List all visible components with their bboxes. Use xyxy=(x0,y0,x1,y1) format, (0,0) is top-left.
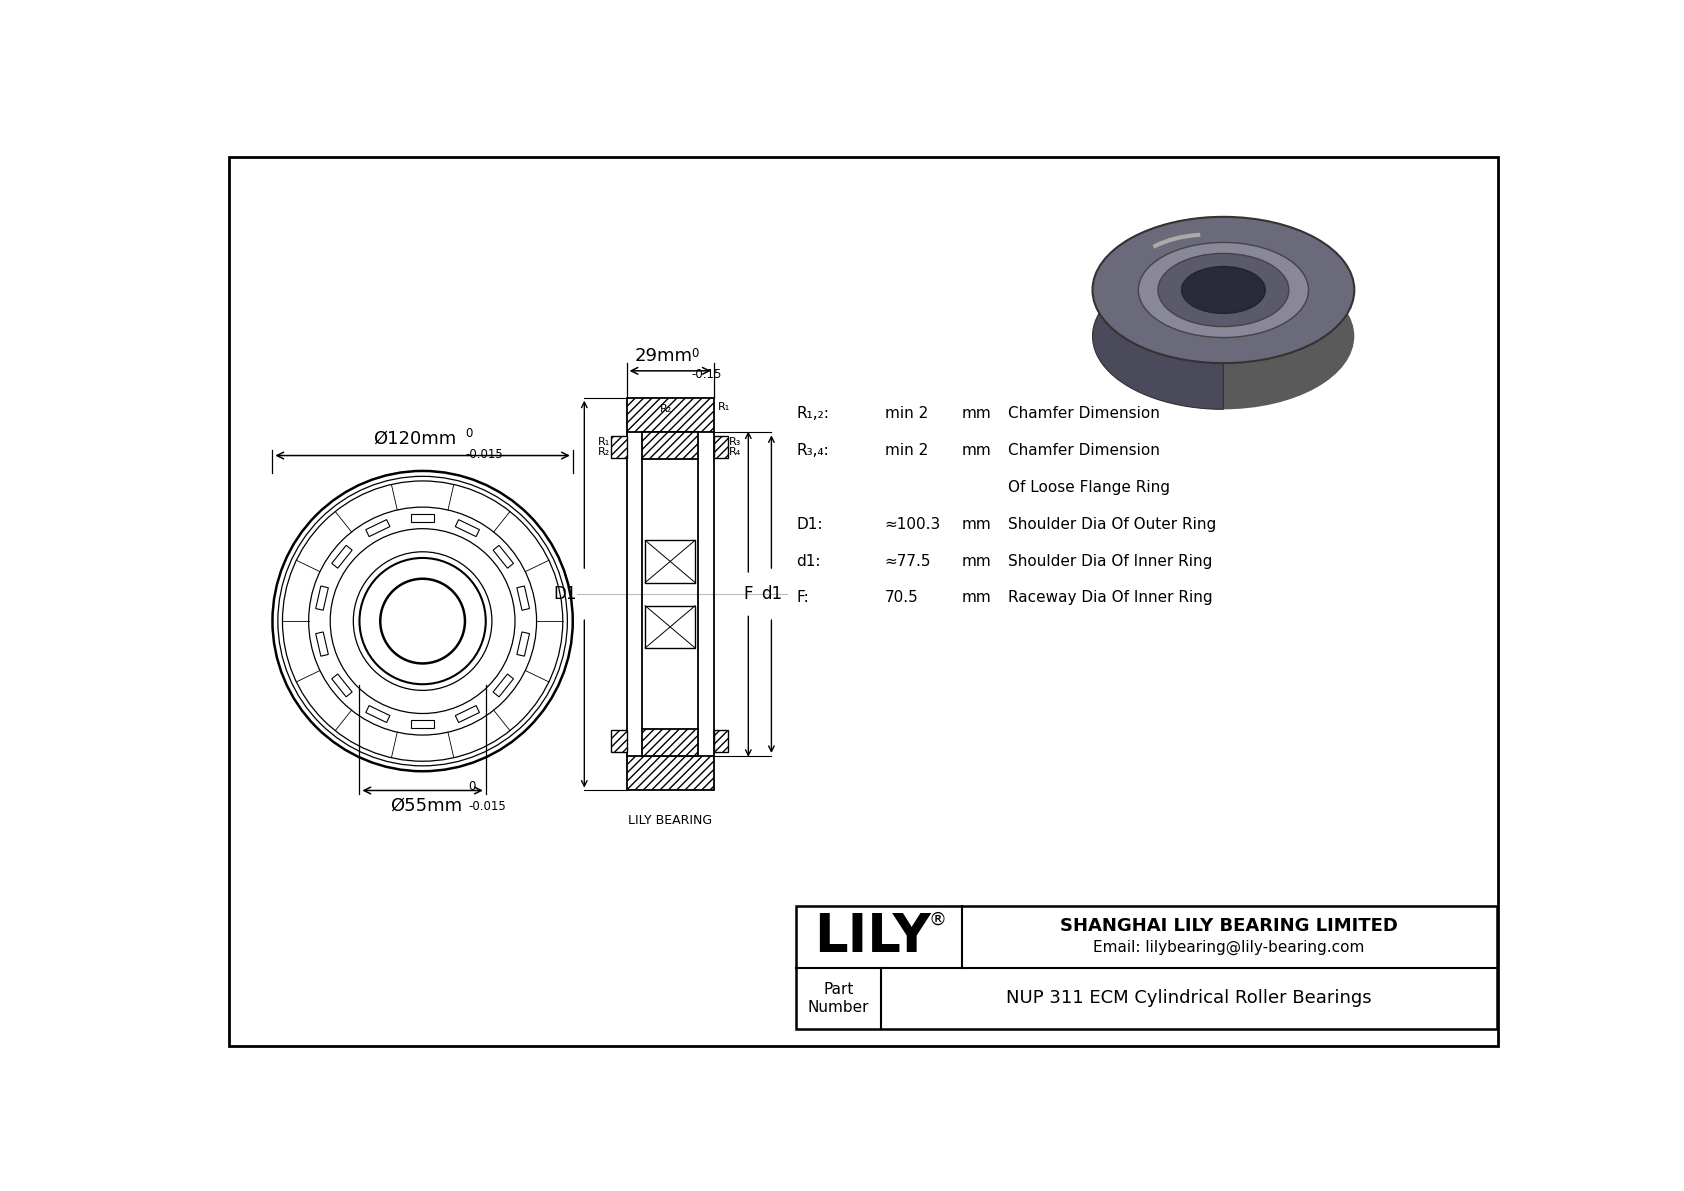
Bar xyxy=(332,674,352,697)
Text: 0: 0 xyxy=(692,347,699,360)
Text: D1: D1 xyxy=(552,585,576,603)
Text: Ø120mm: Ø120mm xyxy=(374,430,456,448)
Ellipse shape xyxy=(1093,263,1354,410)
Bar xyxy=(455,705,480,723)
Bar xyxy=(611,730,626,752)
Bar xyxy=(714,730,727,752)
Bar xyxy=(365,519,391,537)
Text: Shoulder Dia Of Inner Ring: Shoulder Dia Of Inner Ring xyxy=(1007,554,1212,568)
Bar xyxy=(493,545,514,568)
Text: D1:: D1: xyxy=(797,517,822,531)
Bar xyxy=(626,756,714,791)
Bar xyxy=(455,519,480,537)
Ellipse shape xyxy=(1182,267,1265,313)
Text: ®: ® xyxy=(928,911,946,929)
Text: R₁,₂:: R₁,₂: xyxy=(797,406,829,420)
Bar xyxy=(797,906,1497,1029)
Text: Chamfer Dimension: Chamfer Dimension xyxy=(1007,406,1160,420)
Text: R₃: R₃ xyxy=(729,437,741,448)
Text: R₂: R₂ xyxy=(598,447,610,456)
Text: NUP 311 ECM Cylindrical Roller Bearings: NUP 311 ECM Cylindrical Roller Bearings xyxy=(1005,990,1371,1008)
Text: F:: F: xyxy=(797,591,808,605)
Text: -0.15: -0.15 xyxy=(692,368,722,381)
Bar xyxy=(517,632,529,656)
Bar xyxy=(626,756,714,791)
Text: mm: mm xyxy=(962,517,992,531)
Bar xyxy=(714,436,727,457)
Bar xyxy=(315,586,328,610)
Ellipse shape xyxy=(1093,217,1354,363)
Bar xyxy=(411,515,434,522)
Bar xyxy=(611,730,626,752)
Text: ≈77.5: ≈77.5 xyxy=(884,554,931,568)
Text: -0.015: -0.015 xyxy=(465,448,504,461)
Bar xyxy=(714,730,727,752)
Text: R₁: R₁ xyxy=(598,437,610,448)
Text: mm: mm xyxy=(962,406,992,420)
Text: Raceway Dia Of Inner Ring: Raceway Dia Of Inner Ring xyxy=(1007,591,1212,605)
Bar xyxy=(626,398,714,432)
Bar xyxy=(315,632,328,656)
Polygon shape xyxy=(1093,217,1223,410)
Text: mm: mm xyxy=(962,443,992,457)
Text: R₂: R₂ xyxy=(660,404,672,414)
Bar xyxy=(493,674,514,697)
Bar xyxy=(611,436,626,457)
Text: R₃,₄:: R₃,₄: xyxy=(797,443,829,457)
Text: Ø55mm: Ø55mm xyxy=(391,797,463,815)
Text: 0: 0 xyxy=(465,428,472,441)
Bar xyxy=(332,545,352,568)
Text: mm: mm xyxy=(962,591,992,605)
Bar xyxy=(626,398,714,432)
Text: F: F xyxy=(744,585,753,603)
Text: R₁: R₁ xyxy=(717,403,729,412)
Bar xyxy=(365,705,391,723)
Bar xyxy=(714,436,727,457)
Text: R₄: R₄ xyxy=(729,447,741,456)
Text: Of Loose Flange Ring: Of Loose Flange Ring xyxy=(1007,480,1170,494)
Bar xyxy=(645,606,695,648)
Text: ≈100.3: ≈100.3 xyxy=(884,517,941,531)
Bar xyxy=(517,586,529,610)
Text: 70.5: 70.5 xyxy=(884,591,918,605)
Bar xyxy=(642,432,699,460)
Text: 0: 0 xyxy=(468,780,475,793)
Bar xyxy=(642,432,699,460)
Text: 29mm: 29mm xyxy=(635,347,694,364)
Text: Part
Number: Part Number xyxy=(808,983,869,1015)
Text: min 2: min 2 xyxy=(884,406,928,420)
Text: Chamfer Dimension: Chamfer Dimension xyxy=(1007,443,1160,457)
Bar xyxy=(642,729,699,756)
Ellipse shape xyxy=(1159,254,1288,326)
Text: -0.015: -0.015 xyxy=(468,800,505,813)
Text: d1:: d1: xyxy=(797,554,820,568)
Text: Email: lilybearing@lily-bearing.com: Email: lilybearing@lily-bearing.com xyxy=(1093,940,1364,955)
Bar xyxy=(645,541,695,582)
Ellipse shape xyxy=(1138,243,1308,337)
Bar xyxy=(611,436,626,457)
Text: SHANGHAI LILY BEARING LIMITED: SHANGHAI LILY BEARING LIMITED xyxy=(1061,917,1398,935)
Text: mm: mm xyxy=(962,554,992,568)
Text: d1: d1 xyxy=(761,585,781,603)
Text: LILY BEARING: LILY BEARING xyxy=(628,813,712,827)
Bar xyxy=(411,721,434,728)
Text: min 2: min 2 xyxy=(884,443,928,457)
Text: Shoulder Dia Of Outer Ring: Shoulder Dia Of Outer Ring xyxy=(1007,517,1216,531)
Text: LILY: LILY xyxy=(815,911,931,962)
Bar xyxy=(642,729,699,756)
